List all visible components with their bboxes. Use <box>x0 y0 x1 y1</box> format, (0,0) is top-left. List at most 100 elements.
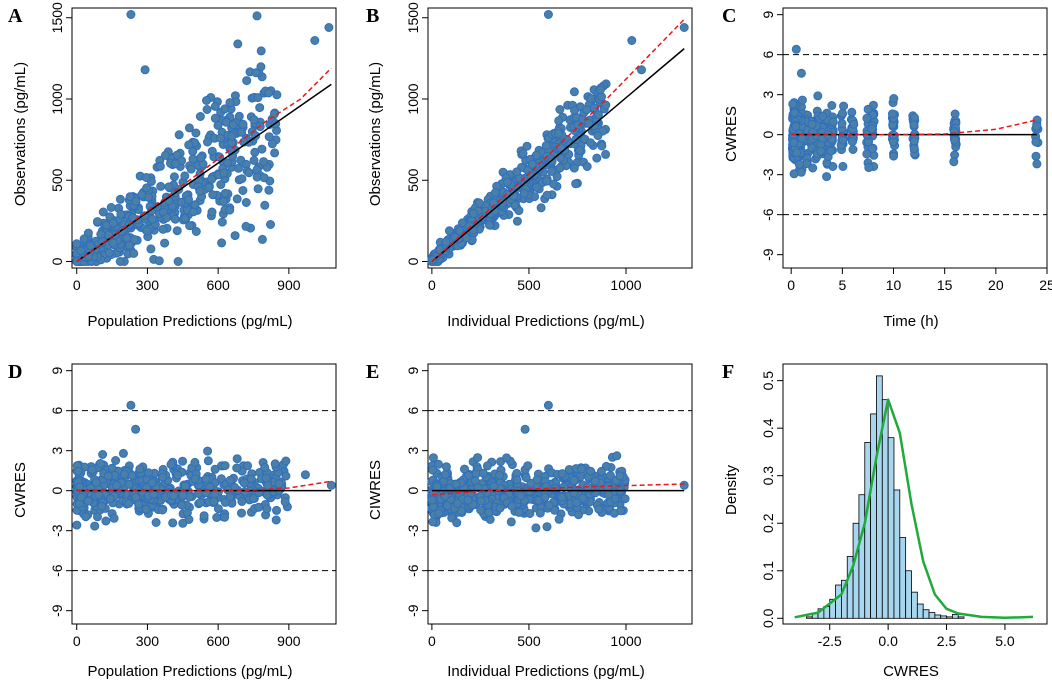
panel-e-ytick-label: -3 <box>405 524 421 537</box>
data-point <box>257 234 267 244</box>
data-point <box>209 497 219 506</box>
data-point <box>569 163 579 173</box>
data-point <box>522 141 532 151</box>
data-point <box>75 482 85 492</box>
data-point <box>262 504 272 514</box>
data-point <box>131 492 141 502</box>
panel-label-f: F <box>722 361 734 383</box>
histogram-bar <box>940 615 947 619</box>
data-point <box>156 181 166 191</box>
panel-d-ytick-label: 9 <box>49 367 65 375</box>
data-point <box>135 464 145 474</box>
data-point <box>616 506 626 516</box>
data-point <box>212 513 222 522</box>
data-point <box>151 518 161 527</box>
data-point <box>462 233 471 243</box>
data-point <box>256 46 266 56</box>
data-point <box>451 479 461 489</box>
panel-f-ytick-label: 0.1 <box>760 561 776 581</box>
data-point <box>797 134 807 143</box>
data-point <box>260 200 270 210</box>
data-point <box>428 517 438 527</box>
data-point <box>264 132 274 142</box>
data-point <box>111 456 121 465</box>
data-point <box>195 497 205 507</box>
histogram-bar <box>905 570 912 619</box>
data-point <box>473 453 483 463</box>
data-point <box>627 36 637 45</box>
data-point <box>612 451 622 461</box>
data-point <box>252 11 262 21</box>
data-point <box>108 218 118 228</box>
data-point <box>808 163 818 173</box>
data-point <box>1031 151 1041 161</box>
data-point <box>582 162 592 171</box>
data-point <box>91 478 101 488</box>
data-point <box>525 509 535 518</box>
data-point <box>202 105 212 114</box>
data-point <box>862 113 872 123</box>
data-point <box>532 182 541 192</box>
data-point <box>116 209 126 219</box>
data-point <box>93 512 102 522</box>
data-point <box>234 163 243 173</box>
data-point <box>818 111 828 121</box>
panel-c-xtick-label: 15 <box>937 277 953 293</box>
data-point <box>1032 121 1042 131</box>
data-point <box>514 507 524 517</box>
data-point <box>822 172 832 182</box>
data-point <box>540 492 550 502</box>
data-point <box>601 149 611 159</box>
histogram-bar <box>805 616 813 619</box>
data-point <box>427 495 437 505</box>
panel-e-xtick-label: 500 <box>517 633 541 649</box>
panel-f-xtick-label: 0.0 <box>878 633 898 649</box>
panel-a-ytick-label: 0 <box>49 257 65 265</box>
panel-e-ytick-label: -9 <box>405 604 421 617</box>
data-point <box>506 517 516 527</box>
data-point <box>218 197 228 207</box>
data-point <box>507 501 517 511</box>
data-point <box>115 257 125 266</box>
panel-c-frame <box>782 7 1048 269</box>
data-point <box>225 475 235 485</box>
data-point <box>251 68 261 78</box>
data-point <box>255 103 265 113</box>
data-point <box>173 470 183 480</box>
data-point <box>232 194 242 204</box>
panel-f: -2.5 0.0 2.5 5.0 0.0 0.1 0.2 0.3 0.4 0.5 <box>760 363 1048 649</box>
panel-c-ytick-label: -9 <box>760 248 776 261</box>
histogram-bar <box>922 609 930 619</box>
panel-c-ytick-label: 0 <box>760 131 776 139</box>
data-point <box>491 188 500 197</box>
data-point <box>597 141 607 151</box>
panel-b-xlabel: Individual Predictions (pg/mL) <box>447 313 645 330</box>
data-point <box>140 65 150 75</box>
loess-trend-line <box>431 483 685 496</box>
data-point <box>253 184 263 194</box>
data-point <box>131 196 141 206</box>
data-point <box>837 119 847 128</box>
data-point <box>909 144 919 154</box>
panel-c-ytick-label: 3 <box>760 91 776 99</box>
data-point <box>220 497 230 507</box>
data-point <box>601 100 611 110</box>
data-point <box>96 229 106 239</box>
data-point <box>225 205 235 215</box>
data-point <box>86 483 96 493</box>
data-point <box>246 474 256 484</box>
data-point <box>184 123 194 133</box>
data-point <box>949 157 959 167</box>
data-point <box>485 220 494 230</box>
data-point <box>434 459 443 469</box>
data-point <box>170 214 180 224</box>
panel-b-ytick-label: 500 <box>405 168 421 192</box>
data-point <box>326 480 336 490</box>
panel-f-ytick-label: 0.0 <box>760 608 776 628</box>
data-point <box>440 470 450 479</box>
data-point <box>584 118 594 128</box>
data-point <box>796 68 806 78</box>
data-point <box>531 150 541 160</box>
data-point <box>160 238 170 248</box>
data-point <box>796 167 806 177</box>
